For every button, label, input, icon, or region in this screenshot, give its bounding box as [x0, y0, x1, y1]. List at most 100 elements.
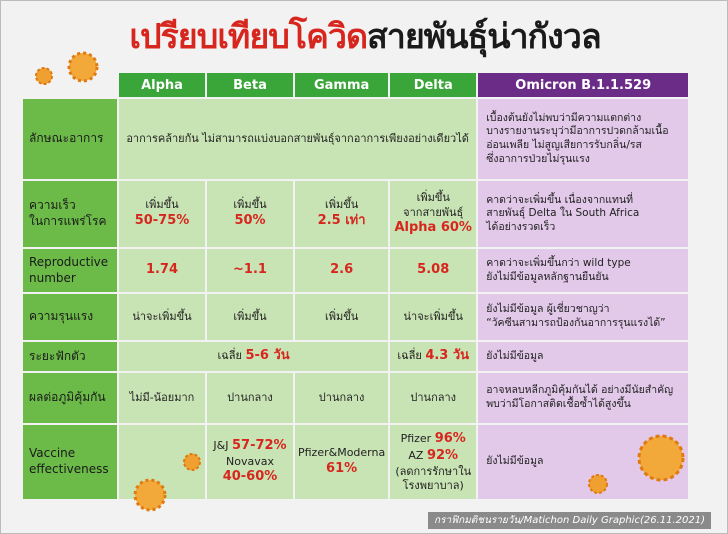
cell-line: น่าจะเพิ่มขึ้น — [393, 310, 473, 324]
cell-line: เพิ่มขึ้น — [210, 310, 290, 324]
omicron-cell: เบื้องต้นยังไม่พบว่ามีความแตกต่าง บางรายง… — [478, 99, 689, 179]
cell-highlight: 1.74 — [145, 262, 179, 278]
cell-line: ปานกลาง — [298, 391, 385, 405]
cell: เฉลี่ย 4.3 วัน — [390, 342, 477, 371]
virus-icon — [183, 453, 201, 471]
cell-text: คาดว่าจะเพิ่มขึ้น เนื่องจากแทนที่ — [486, 193, 634, 206]
cell-line: ไม่มี-น้อยมาก — [122, 391, 202, 405]
cell-line: 5.08 — [393, 262, 473, 279]
cell-line: 50-75% — [122, 213, 202, 230]
cell-line: น่าจะเพิ่มขึ้น — [122, 310, 202, 324]
cell-line: 2.5 เท่า — [298, 213, 385, 230]
table-row: ผลต่อภูมิคุ้มกัน ไม่มี-น้อยมาก ปานกลาง ปานก… — [23, 373, 689, 423]
cell: เฉลี่ย 5-6 วัน — [119, 342, 389, 371]
table-row: ระยะฟักตัว เฉลี่ย 5-6 วัน เฉลี่ย 4.3 วัน ยั… — [23, 342, 689, 371]
cell-text: Pfizer&Moderna — [298, 446, 386, 460]
cell-highlight: 50% — [234, 212, 266, 228]
table-row: Reproductive number 1.74 ~1.1 2.6 5.08 คาดว่าจ… — [23, 249, 689, 292]
cell-line: Pfizer&Moderna — [298, 446, 385, 460]
virus-icon — [637, 434, 685, 482]
cell-line: (ลดการรักษาใน — [393, 465, 473, 479]
cell-line: ~1.1 — [210, 262, 290, 279]
cell-text: Pfizer — [400, 431, 432, 445]
cell-line: ได้อย่างรวดเร็ว — [486, 221, 685, 235]
cell-line: เพิ่มขึ้น — [393, 191, 473, 205]
column-header: Alpha — [119, 73, 205, 97]
cell-line: เพิ่มขึ้น — [298, 310, 385, 324]
cell-line: Alpha 60% — [393, 220, 473, 237]
cell: เพิ่มขึ้น 50-75% — [119, 181, 205, 247]
cell-text: เฉลี่ย — [397, 349, 422, 363]
cell: น่าจะเพิ่มขึ้น — [390, 294, 477, 340]
row-label-line: ระยะฟักตัว — [29, 348, 86, 363]
cell-line: ยังไม่มีข้อมูล — [486, 350, 685, 364]
cell: เพิ่มขึ้น จากสายพันธุ์ Alpha 60% — [390, 181, 477, 247]
cell-text: ไม่มี-น้อยมาก — [129, 390, 195, 404]
row-label: ความรุนแรง — [23, 294, 117, 340]
virus-icon — [133, 478, 167, 512]
cell: 5.08 — [390, 249, 477, 292]
cell-line: ยังไม่มีข้อมูล ผู้เชี่ยวชาญว่า — [486, 303, 685, 317]
row-label: ระยะฟักตัว — [23, 342, 117, 371]
cell-text: ได้อย่างรวดเร็ว — [486, 220, 556, 233]
cell-text: น่าจะเพิ่มขึ้น — [403, 309, 463, 323]
cell-highlight: Alpha 60% — [394, 219, 472, 235]
cell-text: (ลดการรักษาใน — [395, 464, 472, 478]
table-row: ความรุนแรง น่าจะเพิ่มขึ้น เพิ่มขึ้น เพิ่มขึ… — [23, 294, 689, 340]
cell: ปานกลาง — [295, 373, 389, 423]
cell-text: AZ — [408, 448, 424, 462]
row-label-line: number — [29, 270, 76, 285]
row-label: Vaccine effectiveness — [23, 425, 117, 499]
cell-text: ยังไม่มีข้อมูล — [486, 349, 544, 362]
row-label: ความเร็ว ในการแพร่โรค — [23, 181, 117, 247]
omicron-cell: ยังไม่มีข้อมูล — [478, 342, 689, 371]
cell-text: เพิ่มขึ้น — [233, 309, 267, 323]
cell-highlight: 2.5 เท่า — [317, 212, 366, 228]
cell-text: เบื้องต้นยังไม่พบว่ามีความแตกต่าง — [486, 111, 642, 124]
column-header: Gamma — [295, 73, 389, 97]
cell-text: ยังไม่มีข้อมูล — [486, 455, 544, 468]
cell-text: J&J — [213, 438, 229, 452]
virus-icon — [35, 67, 53, 85]
cell-line: 1.74 — [122, 262, 202, 279]
table-row: ลักษณะอาการ อาการคล้ายกัน ไม่สามารถแบ่งบอ… — [23, 99, 689, 179]
footer: กราฟิกมติชนรายวัน/Matichon Daily Graphic… — [428, 512, 711, 529]
cell: ไม่มี-น้อยมาก — [119, 373, 205, 423]
cell: เพิ่มขึ้น 2.5 เท่า — [295, 181, 389, 247]
cell-text: ปานกลาง — [227, 390, 273, 404]
cell-line: อาจหลบหลีกภูมิคุ้มกันได้ อย่างมีนัยสำคัญ — [486, 384, 685, 398]
row-label: Reproductive number — [23, 249, 117, 292]
cell: อาการคล้ายกัน ไม่สามารถแบ่งบอกสายพันธุ์จ… — [119, 99, 477, 179]
corner — [23, 73, 117, 97]
cell-text: เพิ่มขึ้น — [233, 198, 267, 212]
row-label-line: Reproductive — [29, 254, 109, 269]
cell-text: น่าจะเพิ่มขึ้น — [132, 309, 192, 323]
row-label-line: ลักษณะอาการ — [29, 131, 104, 146]
cell-text: เพิ่มขึ้น — [324, 309, 359, 323]
row-label: ผลต่อภูมิคุ้มกัน — [23, 373, 117, 423]
cell-line: พบว่ามีโอกาสติดเชื้อซ้ำได้สูงขึ้น — [486, 398, 685, 412]
omicron-cell: ยังไม่มีข้อมูล ผู้เชี่ยวชาญว่า “วัคซีนสาม… — [478, 294, 689, 340]
cell-line: ซึ่งอาการป่วยไม่รุนแรง — [486, 153, 685, 167]
cell-text: Novavax — [226, 454, 274, 468]
cell-highlight: 61% — [326, 460, 358, 476]
column-header: Beta — [207, 73, 293, 97]
omicron-cell: อาจหลบหลีกภูมิคุ้มกันได้ อย่างมีนัยสำคัญ… — [478, 373, 689, 423]
cell-line: เพิ่มขึ้น — [122, 198, 202, 212]
cell-highlight: ~1.1 — [233, 262, 267, 278]
cell: Pfizer 96% AZ 92% (ลดการรักษาใน โรงพยาบาล) — [390, 425, 477, 499]
cell-text: อาการคล้ายกัน ไม่สามารถแบ่งบอกสายพันธุ์จ… — [126, 131, 469, 145]
row-label-line: ความรุนแรง — [29, 309, 94, 324]
cell-line: จากสายพันธุ์ — [393, 206, 473, 220]
omicron-cell: คาดว่าจะเพิ่มขึ้น เนื่องจากแทนที่ สายพันธ… — [478, 181, 689, 247]
title-black: สายพันธุ์น่ากังวล — [367, 17, 602, 57]
cell-line: 2.6 — [298, 262, 385, 279]
cell-line: 40-60% — [210, 469, 290, 486]
cell-highlight: 5-6 วัน — [245, 348, 290, 364]
cell-text: อาจหลบหลีกภูมิคุ้มกันได้ อย่างมีนัยสำคัญ — [486, 384, 674, 397]
column-header: Delta — [390, 73, 477, 97]
cell-line: อาการคล้ายกัน ไม่สามารถแบ่งบอกสายพันธุ์จ… — [122, 132, 473, 146]
row-label: ลักษณะอาการ — [23, 99, 117, 179]
column-header: Omicron B.1.1.529 — [478, 73, 689, 97]
